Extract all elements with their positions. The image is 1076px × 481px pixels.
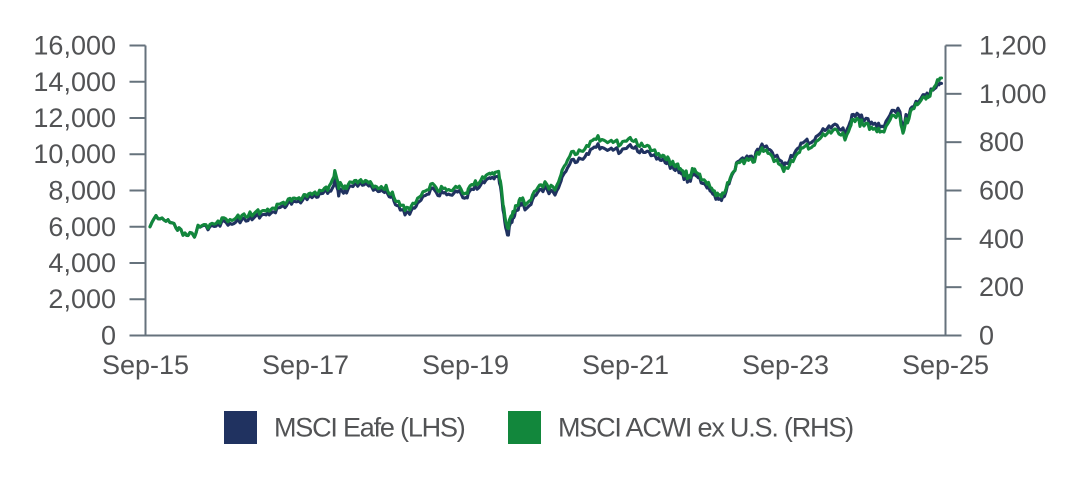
svg-text:Sep-23: Sep-23 [742,350,829,380]
svg-text:400: 400 [979,224,1024,254]
svg-text:12,000: 12,000 [33,103,116,133]
svg-text:16,000: 16,000 [33,31,116,61]
svg-text:Sep-15: Sep-15 [102,350,189,380]
svg-text:10,000: 10,000 [33,139,116,169]
svg-text:0: 0 [101,321,116,351]
svg-text:6,000: 6,000 [48,212,116,242]
svg-text:14,000: 14,000 [33,67,116,97]
svg-text:600: 600 [979,176,1024,206]
svg-text:0: 0 [979,321,994,351]
svg-text:4,000: 4,000 [48,248,116,278]
svg-text:Sep-17: Sep-17 [262,350,349,380]
svg-text:Sep-19: Sep-19 [422,350,509,380]
svg-text:Sep-25: Sep-25 [902,350,989,380]
svg-text:8,000: 8,000 [48,176,116,206]
svg-text:MSCI Eafe (LHS): MSCI Eafe (LHS) [274,413,465,443]
svg-text:1,200: 1,200 [979,31,1047,61]
svg-text:Sep-21: Sep-21 [582,350,669,380]
svg-text:1,000: 1,000 [979,79,1047,109]
svg-text:800: 800 [979,127,1024,157]
svg-text:200: 200 [979,272,1024,302]
svg-text:MSCI ACWI ex U.S. (RHS): MSCI ACWI ex U.S. (RHS) [558,413,853,443]
svg-text:2,000: 2,000 [48,284,116,314]
